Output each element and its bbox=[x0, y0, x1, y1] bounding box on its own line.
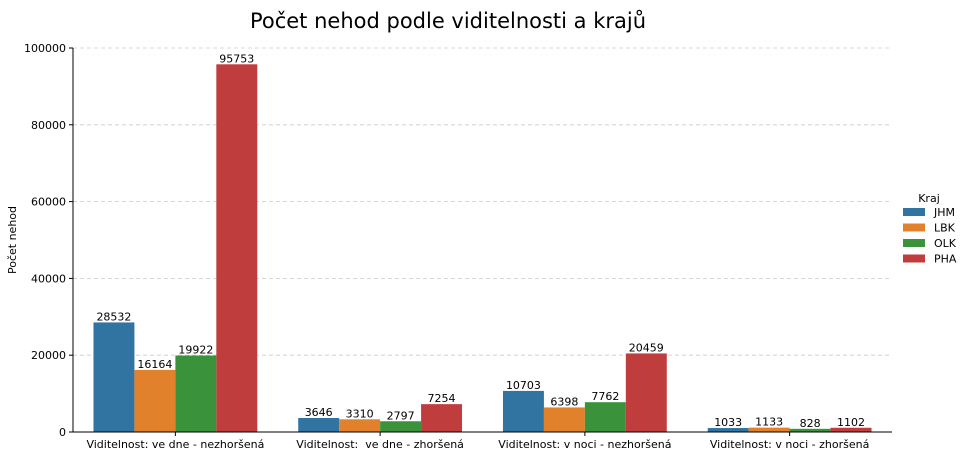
bar-jhm-3[interactable] bbox=[707, 428, 749, 432]
data-label-pha-2: 20459 bbox=[629, 341, 664, 354]
data-label-lbk-2: 6398 bbox=[550, 395, 578, 408]
legend-label-lbk: LBK bbox=[934, 222, 956, 235]
y-tick-label-5: 100000 bbox=[24, 42, 66, 55]
data-label-lbk-1: 3310 bbox=[346, 407, 374, 420]
y-tick-label-0: 0 bbox=[59, 426, 66, 439]
bar-pha-2[interactable] bbox=[625, 353, 667, 432]
legend-title: Kraj bbox=[918, 192, 940, 205]
bar-lbk-3[interactable] bbox=[748, 427, 790, 432]
y-tick-label-3: 60000 bbox=[31, 196, 66, 209]
bar-lbk-1[interactable] bbox=[339, 419, 381, 432]
data-label-olk-3: 828 bbox=[800, 417, 821, 430]
data-label-lbk-0: 16164 bbox=[137, 358, 172, 371]
bar-olk-2[interactable] bbox=[584, 402, 626, 432]
legend-swatch-jhm bbox=[903, 208, 925, 216]
legend-swatch-lbk bbox=[903, 223, 925, 232]
data-label-jhm-1: 3646 bbox=[305, 406, 333, 419]
legend-label-olk: OLK bbox=[934, 237, 957, 250]
bar-pha-3[interactable] bbox=[830, 427, 872, 432]
axes: 0 20000 40000 60000 80000 100000 Viditelnost: … bbox=[24, 42, 892, 451]
legend-swatch-pha bbox=[903, 254, 925, 263]
legend-label-pha: PHA bbox=[934, 253, 957, 266]
bars bbox=[93, 64, 872, 433]
data-label-pha-0: 95753 bbox=[219, 52, 254, 65]
gridlines bbox=[73, 47, 892, 356]
bar-olk-0[interactable] bbox=[175, 355, 217, 432]
bar-pha-1[interactable] bbox=[421, 404, 463, 432]
data-labels: 28532 16164 19922 95753 3646 3310 2797 7254 1070… bbox=[96, 52, 865, 430]
data-label-pha-3: 1102 bbox=[837, 416, 865, 429]
bar-jhm-0[interactable] bbox=[93, 322, 135, 432]
bar-pha-0[interactable] bbox=[216, 64, 258, 433]
y-tick-label-4: 80000 bbox=[31, 119, 66, 132]
x-tick-label-3: Viditelnost: v noci - zhoršená bbox=[710, 438, 869, 451]
x-tick-label-2: Viditelnost: v noci - nezhoršená bbox=[498, 438, 671, 451]
legend-label-jhm: JHM bbox=[933, 206, 955, 219]
bar-olk-3[interactable] bbox=[789, 428, 831, 432]
legend[interactable]: Kraj JHM LBK OLK PHA bbox=[903, 192, 957, 266]
data-label-olk-0: 19922 bbox=[178, 343, 213, 356]
data-label-lbk-3: 1133 bbox=[755, 416, 783, 429]
x-tick-label-1: Viditelnost: ve dne - zhoršená bbox=[296, 438, 464, 451]
y-tick-label-2: 40000 bbox=[31, 272, 66, 285]
data-label-jhm-2: 10703 bbox=[506, 379, 541, 392]
data-label-olk-1: 2797 bbox=[387, 409, 415, 422]
data-label-jhm-3: 1033 bbox=[714, 416, 742, 429]
x-tick-label-0: Viditelnost: ve dne - nezhoršená bbox=[86, 438, 264, 451]
data-label-jhm-0: 28532 bbox=[96, 310, 131, 323]
bar-lbk-0[interactable] bbox=[134, 369, 176, 432]
y-tick-label-1: 20000 bbox=[31, 349, 66, 362]
bar-olk-1[interactable] bbox=[380, 421, 422, 432]
data-label-olk-2: 7762 bbox=[591, 390, 619, 403]
legend-swatch-olk bbox=[903, 239, 925, 247]
data-label-pha-1: 7254 bbox=[428, 392, 456, 405]
bar-jhm-1[interactable] bbox=[298, 417, 340, 432]
y-axis-label: Počet nehod bbox=[6, 206, 19, 274]
bar-lbk-2[interactable] bbox=[543, 407, 585, 432]
bar-jhm-2[interactable] bbox=[502, 390, 544, 432]
chart-title: Počet nehod podle viditelnosti a krajů bbox=[250, 9, 646, 33]
